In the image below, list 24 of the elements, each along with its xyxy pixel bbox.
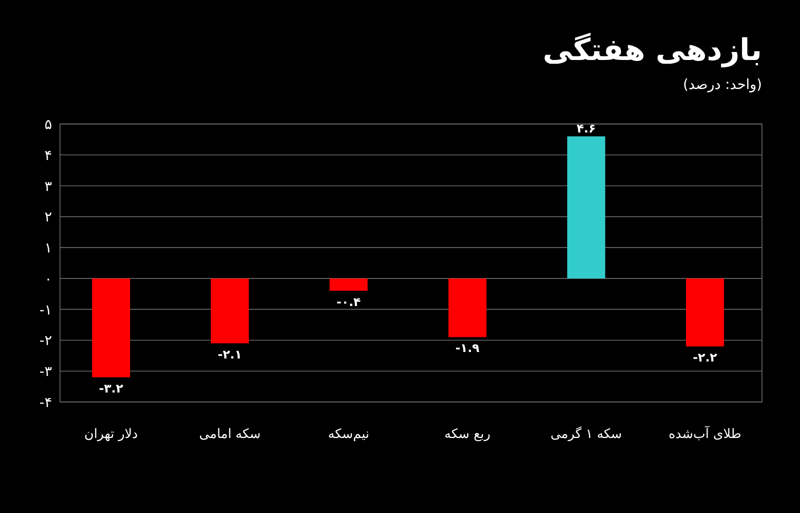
data-label: -۱.۹ <box>455 341 480 356</box>
x-tick-label: ربع سکه <box>444 427 490 442</box>
data-label: ۴.۶ <box>576 121 596 136</box>
chart-subtitle: (واحد: درصد) <box>683 77 762 93</box>
data-label: -۲.۲ <box>692 350 718 364</box>
y-tick-label: ۲ <box>44 210 52 226</box>
x-tick-label: دلار تهران <box>84 427 138 442</box>
y-tick-label: ۴ <box>44 148 52 164</box>
y-tick-label: -۴ <box>39 395 52 411</box>
x-tick-label: سکه امامی <box>199 427 261 442</box>
y-tick-label: -۱ <box>39 302 52 318</box>
y-tick-label: -۳ <box>39 364 52 380</box>
y-tick-label: -۲ <box>39 333 52 350</box>
y-tick-label: ۵ <box>44 117 52 133</box>
y-tick-label: ۱ <box>44 240 52 257</box>
chart-title: بازدهی هفتگی <box>542 32 762 68</box>
x-tick-label: طلای آب‌شده <box>668 425 742 442</box>
x-tick-label: سکه ۱ گرمی <box>550 426 622 442</box>
data-label: -۰.۴ <box>336 294 361 309</box>
data-label: -۲.۱ <box>218 347 242 362</box>
y-tick-label: ۰ <box>44 271 52 288</box>
y-tick-label: ۳ <box>44 178 52 195</box>
data-label: -۳.۲ <box>98 381 124 396</box>
x-tick-label: نیم‌سکه <box>328 427 370 442</box>
